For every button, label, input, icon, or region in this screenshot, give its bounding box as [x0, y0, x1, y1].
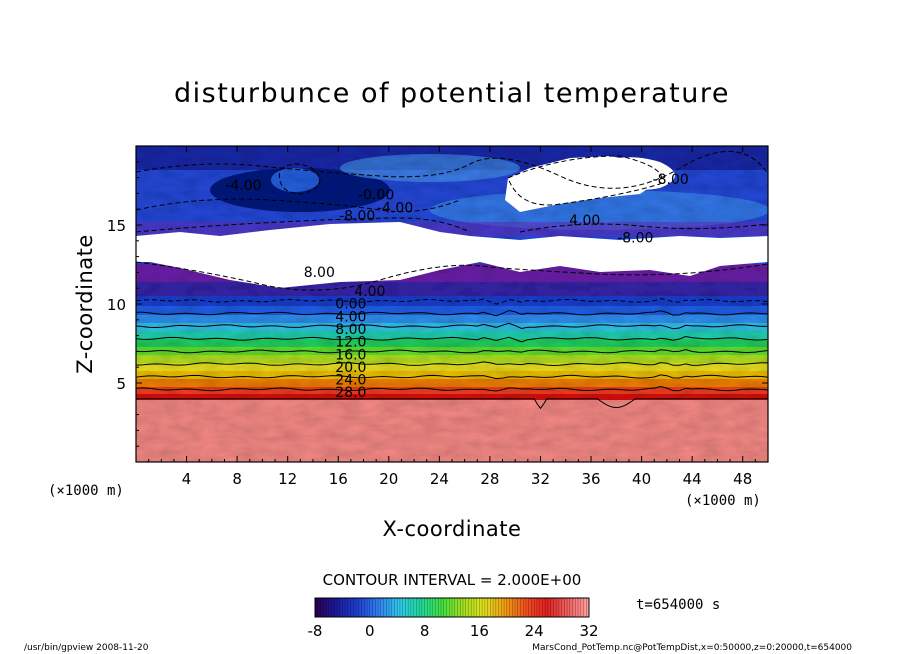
contour-line — [136, 217, 471, 233]
colorbar-gradient — [314, 597, 590, 618]
x-unit-label-right: (×1000 m) — [685, 493, 761, 509]
contour-label: 8.00 — [304, 265, 335, 281]
colorbar-tick-label: 16 — [470, 622, 489, 640]
colorbar-tick-label: 8 — [420, 622, 430, 640]
contour-line — [519, 223, 768, 233]
contour-label: 4.00 — [569, 213, 600, 229]
x-axis-label: X-coordinate — [383, 517, 522, 541]
contour-interval-label: CONTOUR INTERVAL = 2.000E+00 — [323, 571, 582, 589]
contour-line — [136, 298, 768, 305]
contour-label: 12.0 — [335, 335, 366, 351]
x-unit-label-left: (×1000 m) — [48, 483, 124, 499]
contour-label: 16.0 — [335, 347, 366, 363]
contour-line — [136, 385, 768, 392]
x-tick-label: 24 — [430, 470, 449, 488]
x-tick-label: 4 — [182, 470, 192, 488]
colorbar-tick-label: -8 — [308, 622, 323, 640]
colorbar-tick-label: 24 — [525, 622, 544, 640]
contour-line — [136, 309, 768, 317]
contour-label: 4.00 — [354, 284, 385, 300]
contour-label: 28.0 — [335, 385, 366, 401]
colorbar-tick-label: 32 — [579, 622, 598, 640]
contour-line — [136, 374, 768, 380]
contour-label: 0.00 — [335, 297, 366, 313]
contour-label: -8.00 — [617, 230, 653, 246]
contour-lines — [136, 150, 768, 410]
contour-label: -4.00 — [377, 200, 413, 216]
contour-line — [136, 398, 768, 410]
contour-line — [136, 349, 768, 354]
x-tick-label: 28 — [480, 470, 499, 488]
contour-line — [136, 150, 768, 189]
colorbar: -8 0 8 16 24 32 — [308, 597, 599, 640]
contour-label: -4.00 — [225, 178, 261, 194]
contour-label: 24.0 — [335, 373, 366, 389]
chart-title: disturbunce of potential temperature — [174, 78, 730, 109]
colorbar-tick-label: 0 — [365, 622, 375, 640]
contour-label: -0.00 — [358, 188, 394, 204]
y-axis-label: Z-coordinate — [73, 234, 97, 374]
contour-label: 8.00 — [335, 322, 366, 338]
x-tick-label: 44 — [683, 470, 702, 488]
y-tick-label: 15 — [107, 217, 126, 235]
contour-label: 4.00 — [335, 309, 366, 325]
x-tick-label: 20 — [379, 470, 398, 488]
y-axis: 5 10 15 — [107, 161, 768, 447]
x-tick-label: 40 — [632, 470, 651, 488]
footer-right: MarsCond_PotTemp.nc@PotTempDist,x=0:5000… — [532, 643, 852, 653]
footer-left: /usr/bin/gpview 2008-11-20 — [24, 643, 149, 653]
x-tick-label: 32 — [531, 470, 550, 488]
contour-label: -8.00 — [339, 208, 375, 224]
x-axis: 4 8 12 16 20 24 28 32 36 40 44 48 — [148, 146, 756, 488]
contour-line — [136, 261, 768, 291]
contour-line — [507, 155, 663, 206]
contour-labels: -4.00-0.00-4.00-8.00-8.004.00-8.008.004.… — [225, 172, 688, 401]
x-tick-label: 8 — [232, 470, 242, 488]
y-tick-label: 10 — [107, 296, 126, 314]
contour-line — [278, 163, 321, 195]
y-tick-label: 5 — [116, 375, 126, 393]
contour-label: -8.00 — [653, 172, 689, 188]
contour-line — [136, 322, 768, 330]
contour-line — [136, 361, 768, 367]
contour-label: 20.0 — [335, 360, 366, 376]
x-tick-label: 48 — [733, 470, 752, 488]
contour-line — [136, 198, 461, 213]
x-tick-label: 36 — [581, 470, 600, 488]
contour-line — [136, 335, 768, 343]
x-tick-label: 16 — [329, 470, 348, 488]
time-label: t=654000 s — [636, 597, 720, 613]
x-tick-label: 12 — [278, 470, 297, 488]
